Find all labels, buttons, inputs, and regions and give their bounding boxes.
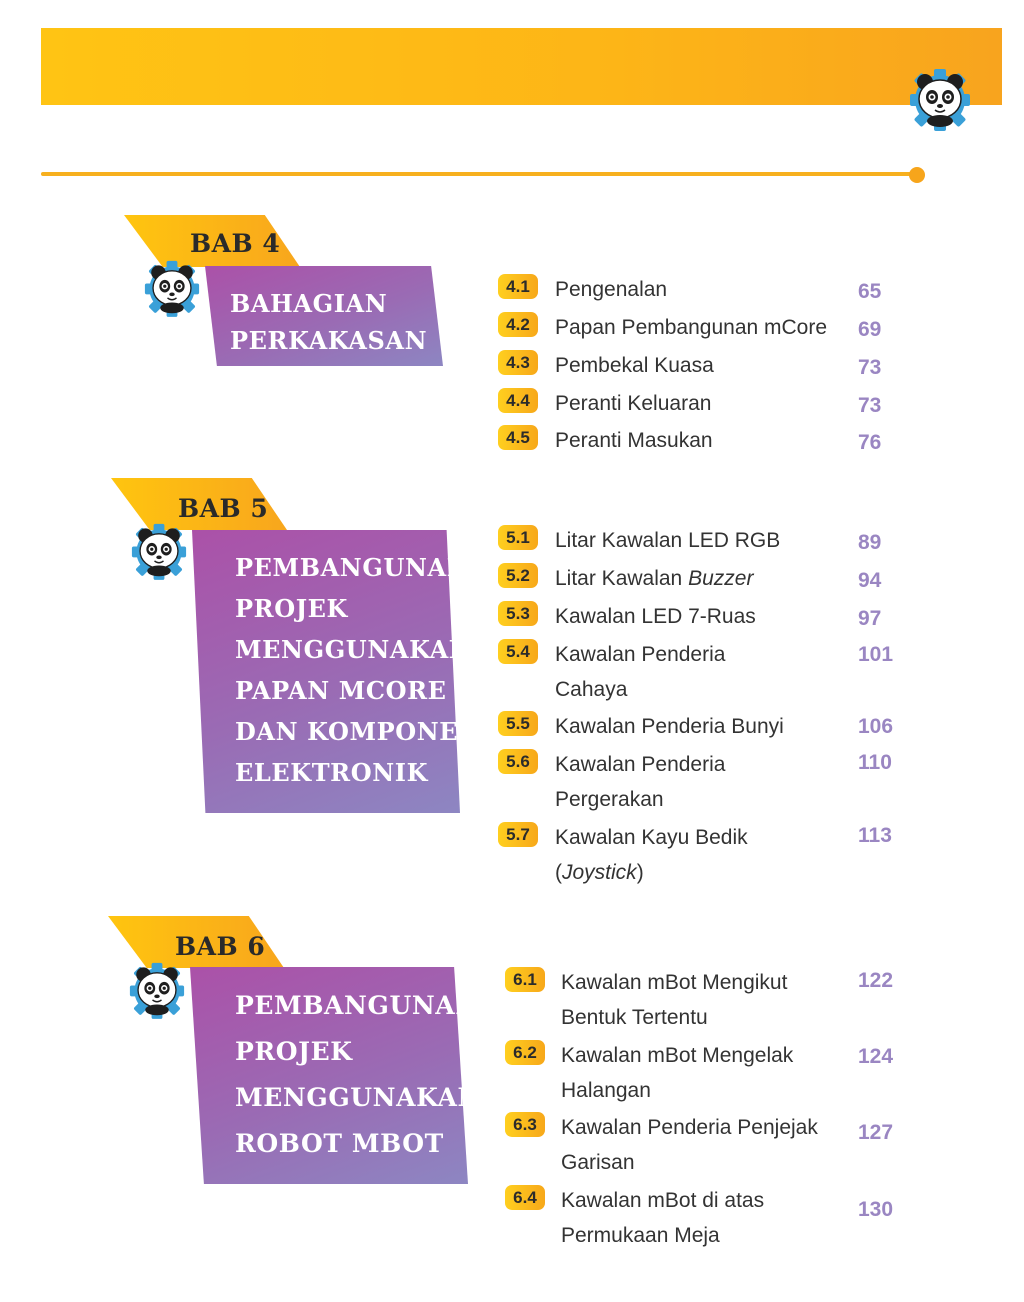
section-number-badge: 5.6 — [498, 749, 538, 774]
chapter-title: PEMBANGUNAN PROJEK MENGGUNAKAN PAPAN mCO… — [235, 547, 481, 793]
section-number-badge: 6.1 — [505, 967, 545, 992]
page-number: 130 — [858, 1198, 894, 1221]
chapter-label: BAB 6 — [175, 932, 266, 961]
chapter-title-line: PEMBANGUNAN — [235, 991, 479, 1020]
section-title: Peranti Masukan — [555, 429, 713, 452]
chapter-title-line: PERKAKASAN — [230, 326, 428, 355]
chapter-title-line: DAN KOMPONEN — [235, 717, 481, 746]
chapter-title-panel — [192, 530, 460, 813]
chapter-title-line: PAPAN mCORE — [235, 676, 447, 705]
panda-gear-icon — [909, 68, 971, 132]
section-title-continued: Garisan — [561, 1151, 635, 1174]
section-number-badge: 6.3 — [505, 1112, 545, 1137]
page-number: 97 — [858, 607, 882, 630]
chapter-title-panel — [205, 266, 443, 366]
section-number-badge: 4.1 — [498, 274, 538, 299]
header-rule-dot — [909, 167, 925, 183]
section-number-badge: 5.2 — [498, 563, 538, 588]
section-title: Pembekal Kuasa — [555, 354, 714, 377]
section-title-text: Litar Kawalan — [555, 567, 689, 590]
section-title-continued: Pergerakan — [555, 788, 664, 811]
panda-gear-icon — [144, 260, 200, 318]
header-rule — [41, 172, 917, 176]
page-number: 122 — [858, 969, 894, 992]
page-number: 76 — [858, 431, 882, 454]
section-title: Pengenalan — [555, 278, 668, 301]
section-title: Kawalan mBot Mengelak — [561, 1044, 794, 1067]
section-title: Kawalan Penderia Penjejak — [561, 1116, 818, 1139]
section-number-badge: 5.7 — [498, 822, 538, 847]
chapter-title-line: ELEKTRONIK — [235, 758, 429, 787]
chapter-label: BAB 4 — [190, 229, 281, 258]
chapter-label: BAB 5 — [178, 494, 269, 523]
section-title: Kawalan mBot di atas — [561, 1189, 765, 1212]
section-number-badge: 5.1 — [498, 525, 538, 550]
section-number-badge: 6.2 — [505, 1040, 545, 1065]
page-number: 106 — [858, 715, 894, 738]
chapter-title-line: PROJEK — [235, 1037, 353, 1066]
section-number-badge: 5.4 — [498, 639, 538, 664]
section-title: Litar Kawalan LED RGB — [555, 529, 781, 552]
chapter-title-panel — [190, 967, 468, 1184]
section-title: Papan Pembangunan mCore — [555, 316, 828, 339]
section-number-badge: 6.4 — [505, 1185, 545, 1210]
page-number: 94 — [858, 569, 882, 592]
section-title: Kawalan Penderia Bunyi — [555, 715, 784, 738]
section-title-continued: (Joystick) — [555, 861, 644, 884]
section-title: Kawalan Penderia — [555, 753, 726, 776]
chapter-title-line: BAHAGIAN — [230, 289, 388, 318]
section-title-continued: Permukaan Meja — [561, 1224, 720, 1247]
page-number: 89 — [858, 531, 882, 554]
chapter-title: BAHAGIAN PERKAKASAN — [230, 285, 427, 359]
section-title-italic: Buzzer — [688, 567, 754, 590]
section-number-badge: 5.3 — [498, 601, 538, 626]
panda-gear-icon — [129, 962, 185, 1020]
page-number: 127 — [858, 1121, 894, 1144]
section-title: Kawalan LED 7-Ruas — [555, 605, 756, 628]
section-title: Kawalan Kayu Bedik — [555, 826, 748, 849]
chapter-title: PEMBANGUNAN PROJEK MENGGUNAKAN ROBOT mBO… — [235, 983, 481, 1167]
section-title: Litar Kawalan Buzzer — [555, 561, 753, 596]
chapter-title-line: MENGGUNAKAN — [235, 635, 472, 664]
chapter-title-line: PEMBANGUNAN — [235, 553, 470, 582]
header-bar — [41, 28, 1002, 105]
section-title-continued: Halangan — [561, 1079, 651, 1102]
panda-gear-icon — [131, 523, 187, 581]
page-number: 113 — [858, 824, 892, 847]
section-number-badge: 4.4 — [498, 388, 538, 413]
page-number: 65 — [858, 280, 882, 303]
section-title-continued: Cahaya — [555, 678, 628, 701]
page-number: 73 — [858, 356, 882, 379]
section-title: Kawalan Penderia — [555, 643, 726, 666]
page-number: 110 — [858, 751, 892, 774]
section-number-badge: 4.5 — [498, 425, 538, 450]
page-number: 69 — [858, 318, 882, 341]
section-title-continued: Bentuk Tertentu — [561, 1006, 708, 1029]
section-title: Kawalan mBot Mengikut — [561, 971, 788, 994]
section-number-badge: 5.5 — [498, 711, 538, 736]
section-title: Peranti Keluaran — [555, 392, 712, 415]
page-number: 73 — [858, 394, 882, 417]
page-number: 101 — [858, 643, 894, 666]
chapter-title-line: MENGGUNAKAN — [235, 1083, 481, 1112]
section-number-badge: 4.2 — [498, 312, 538, 337]
section-title-italic: Joystick — [562, 861, 637, 884]
page-number: 124 — [858, 1045, 894, 1068]
chapter-title-line: PROJEK — [235, 594, 349, 623]
chapter-title-line: ROBOT mBOT — [235, 1129, 444, 1158]
section-number-badge: 4.3 — [498, 350, 538, 375]
